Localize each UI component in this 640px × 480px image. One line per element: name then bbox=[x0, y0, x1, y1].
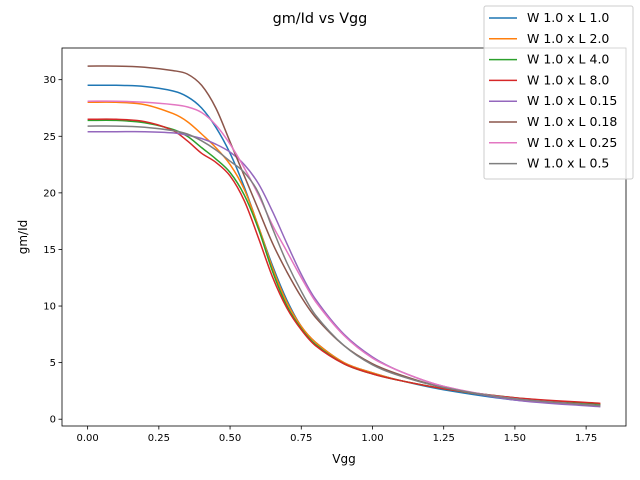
y-axis-label: gm/Id bbox=[16, 220, 30, 255]
x-axis: 0.00 0.25 0.50 0.75 1.00 1.25 1.50 1.75 bbox=[77, 426, 597, 444]
legend-label: W 1.0 x L 8.0 bbox=[527, 72, 609, 87]
legend-label: W 1.0 x L 0.25 bbox=[527, 135, 617, 150]
y-tick-label: 10 bbox=[43, 302, 56, 313]
series-line-8 bbox=[87, 125, 601, 407]
chart-title: gm/Id vs Vgg bbox=[273, 11, 368, 27]
y-tick-label: 0 bbox=[50, 415, 56, 426]
legend-label: W 1.0 x L 1.0 bbox=[527, 10, 609, 25]
legend-frame bbox=[483, 5, 634, 180]
y-axis: 0 5 10 15 20 25 30 bbox=[43, 75, 62, 426]
x-tick-label: 1.50 bbox=[504, 433, 526, 444]
x-tick-label: 0.75 bbox=[290, 433, 312, 444]
x-tick-label: 1.00 bbox=[361, 433, 383, 444]
legend-label: W 1.0 x L 0.15 bbox=[527, 93, 617, 108]
x-tick-label: 1.75 bbox=[575, 433, 597, 444]
x-tick-label: 0.50 bbox=[219, 433, 241, 444]
x-tick-label: 0.25 bbox=[148, 433, 170, 444]
legend-label: W 1.0 x L 0.18 bbox=[527, 114, 617, 129]
x-axis-label: Vgg bbox=[332, 452, 355, 466]
axes-frame bbox=[61, 47, 627, 427]
x-tick-label: 1.25 bbox=[433, 433, 455, 444]
y-tick-label: 5 bbox=[50, 358, 56, 369]
y-tick-label: 25 bbox=[43, 132, 56, 143]
plot-area bbox=[87, 65, 601, 408]
legend: W 1.0 x L 1.0 W 1.0 x L 2.0 W 1.0 x L 4.0 W… bbox=[483, 5, 634, 180]
legend-label: W 1.0 x L 4.0 bbox=[527, 52, 609, 67]
x-tick-label: 0.00 bbox=[77, 433, 99, 444]
series-line-6 bbox=[87, 65, 601, 407]
legend-label: W 1.0 x L 0.5 bbox=[527, 156, 609, 171]
y-tick-label: 20 bbox=[43, 188, 56, 199]
legend-label: W 1.0 x L 2.0 bbox=[527, 31, 609, 46]
y-tick-label: 15 bbox=[43, 245, 56, 256]
y-tick-label: 30 bbox=[43, 75, 56, 86]
